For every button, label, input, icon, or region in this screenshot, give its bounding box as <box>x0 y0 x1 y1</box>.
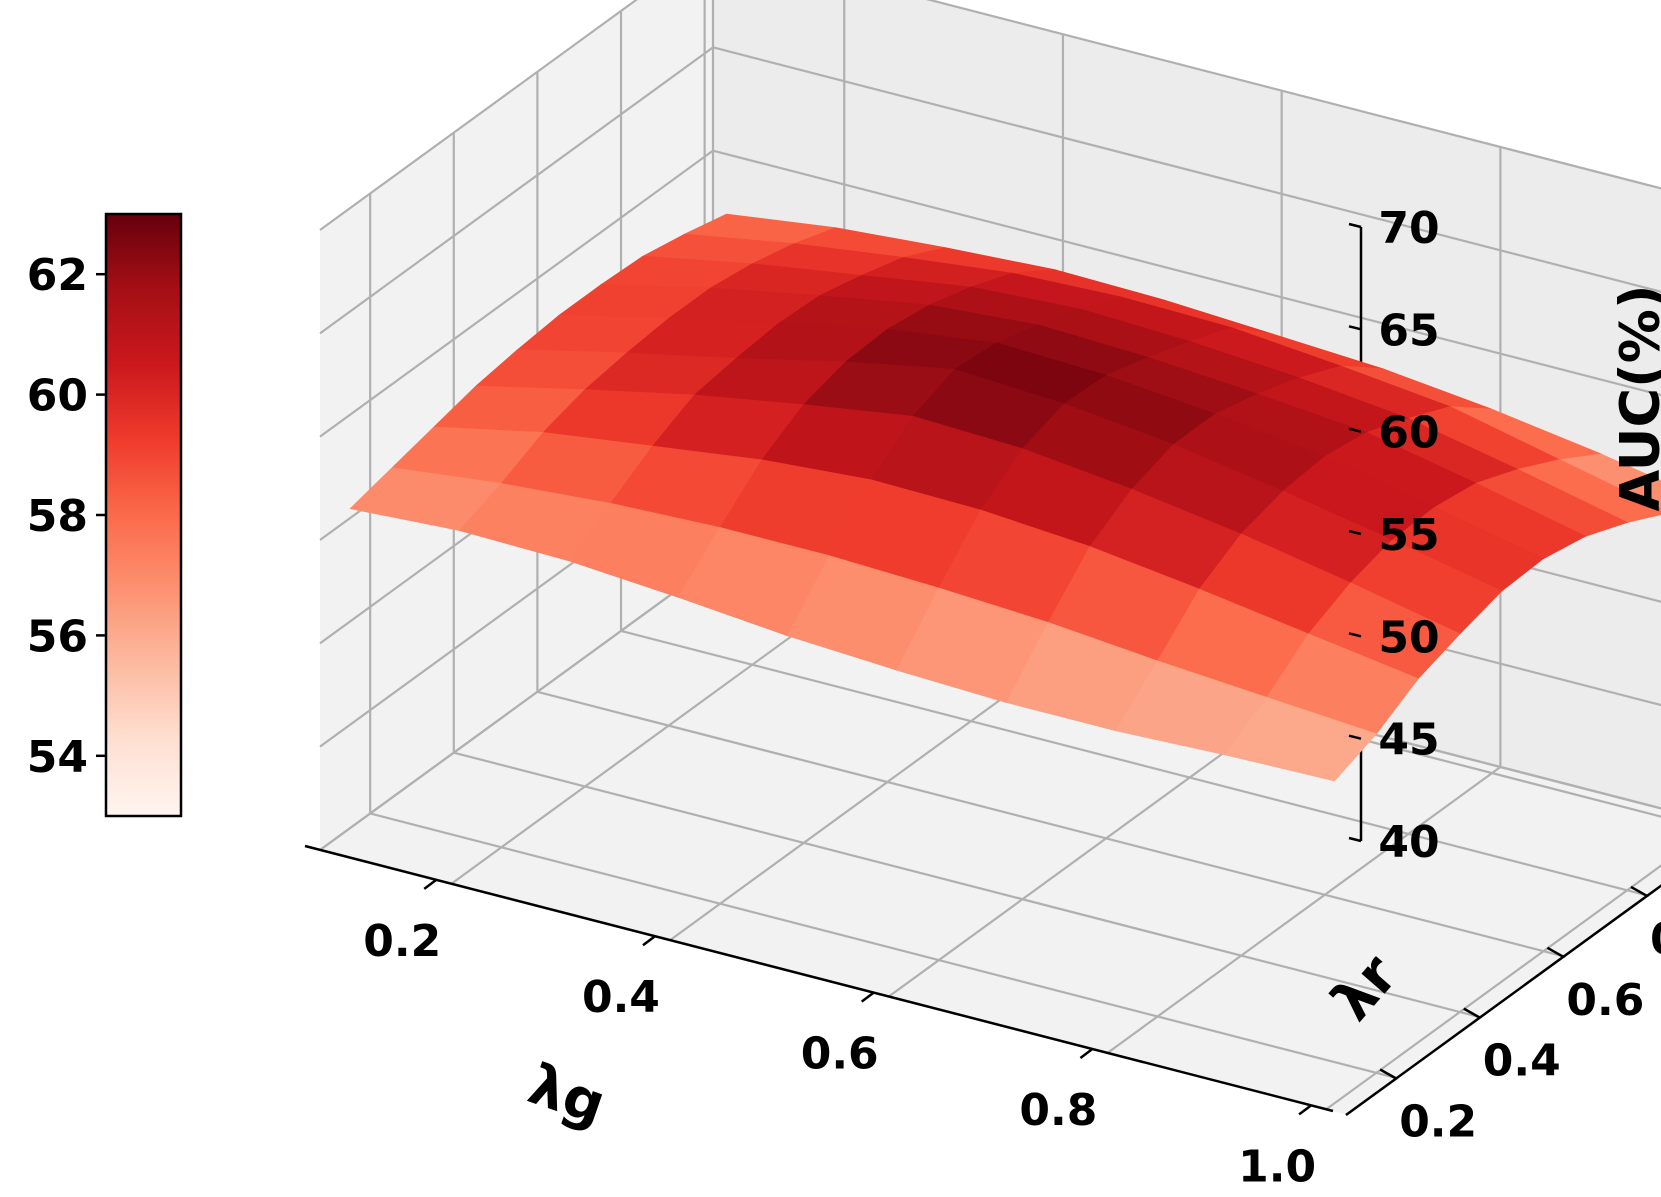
surface-plot <box>349 213 1661 782</box>
grid-line <box>888 709 1283 998</box>
colorbar: 54 56 58 60 62 <box>27 212 183 818</box>
colorbar-tick-label: 58 <box>27 491 88 542</box>
y-tick-label: 0.6 <box>1566 975 1644 1026</box>
x-tick-mark <box>860 991 875 1003</box>
z-tick-label: 50 <box>1378 612 1439 663</box>
x-tick-mark <box>1298 1104 1312 1116</box>
z-tick-label: 55 <box>1378 510 1439 561</box>
x-tick-mark <box>642 935 656 947</box>
y-axis-line <box>1345 884 1661 1117</box>
x-axis-label: λg <box>521 1052 614 1138</box>
z-tick-label: 45 <box>1378 715 1439 766</box>
z-tick-mark <box>1348 632 1362 638</box>
surface-patch <box>1224 697 1378 782</box>
grid-line <box>319 0 638 231</box>
z-tick-mark <box>1348 325 1362 331</box>
tick-labels: 0.20.40.60.81.00.20.40.60.81.04045505560… <box>363 203 1661 1192</box>
x-axis-line <box>304 844 1334 1113</box>
z-axis-label: AUC(%) <box>1609 284 1661 511</box>
z-tick-mark <box>1348 734 1362 740</box>
grid-line <box>453 751 1483 1019</box>
y-tick-label: 0.8 <box>1650 914 1661 965</box>
grid-line <box>1106 766 1502 1054</box>
x-tick-label: 0.6 <box>801 1029 879 1080</box>
z-tick-label: 40 <box>1378 817 1439 868</box>
z-tick-label: 65 <box>1378 305 1439 356</box>
x-tick-label: 0.8 <box>1019 1085 1097 1136</box>
y-tick-mark <box>1630 885 1648 898</box>
grid-line <box>537 690 1566 958</box>
y-tick-mark <box>1379 1068 1397 1080</box>
grid-line <box>450 596 845 885</box>
z-tick-mark <box>1348 222 1362 229</box>
x-tick-mark <box>1079 1047 1094 1059</box>
y-tick-label: 0.4 <box>1483 1036 1561 1087</box>
colorbar-tick-label: 62 <box>27 250 88 301</box>
pane-edge <box>319 563 714 851</box>
colorbar-gradient <box>104 212 183 818</box>
colorbar-tick-label: 56 <box>27 611 88 662</box>
z-tick-label: 60 <box>1378 408 1439 459</box>
grid-line <box>369 812 1399 1080</box>
grid-line <box>925 0 1661 190</box>
colorbar-tick-label: 54 <box>27 732 88 783</box>
grid-line <box>669 653 1064 942</box>
y-tick-label: 0.2 <box>1399 1096 1477 1147</box>
grid-line <box>1325 864 1661 1111</box>
z-tick-mark <box>1348 529 1362 536</box>
grid-line <box>319 46 714 335</box>
y-tick-mark <box>1546 946 1565 958</box>
x-tick-label: 0.2 <box>363 916 441 967</box>
grid-line <box>620 629 1650 898</box>
colorbar-tick-label: 60 <box>27 371 88 422</box>
z-tick-mark <box>1348 836 1362 843</box>
x-tick-label: 0.4 <box>582 972 660 1023</box>
x-tick-mark <box>423 878 437 890</box>
grid-line <box>319 149 714 438</box>
grid-line <box>712 46 1661 293</box>
z-tick-mark <box>1348 427 1362 433</box>
grid-line <box>712 149 1661 397</box>
y-tick-mark <box>1463 1007 1481 1019</box>
z-tick-label: 70 <box>1378 203 1439 254</box>
x-tick-label: 1.0 <box>1238 1141 1316 1192</box>
